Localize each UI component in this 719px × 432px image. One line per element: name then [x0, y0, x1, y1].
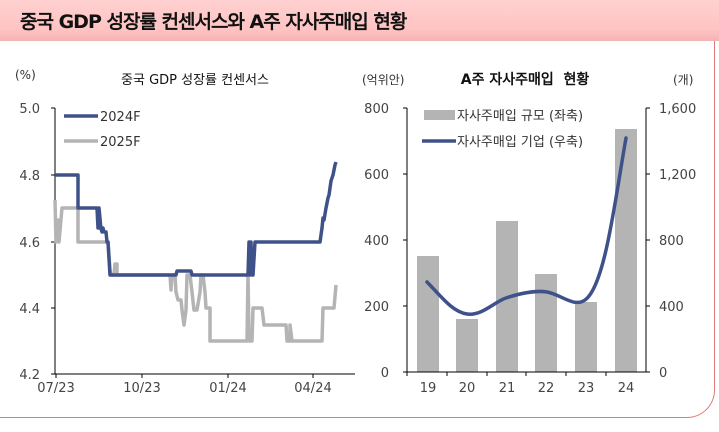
- svg-text:24: 24: [618, 381, 635, 396]
- svg-text:1,600: 1,600: [659, 102, 696, 117]
- right-chart-title: A주 자사주매입 현황: [461, 71, 590, 88]
- right-x-axis: [406, 371, 646, 376]
- svg-text:23: 23: [578, 381, 595, 396]
- svg-text:400: 400: [364, 234, 389, 249]
- svg-text:200: 200: [364, 300, 389, 315]
- left-x-tick-labels: 07/23 10/23 01/24 04/24: [37, 381, 331, 396]
- legend-label-volume: 자사주매입 규모 (좌축): [457, 109, 583, 124]
- right-right-y-tick-labels: 1,600 1,200 800 400 0: [659, 102, 696, 381]
- right-chart-right-unit: (개): [673, 73, 693, 87]
- svg-text:10/23: 10/23: [123, 381, 160, 396]
- buyback-chart: (억위안) A주 자사주매입 현황 (개) 800: [362, 71, 696, 396]
- right-chart-legend: 자사주매입 규모 (좌축) 자사주매입 기업 (우축): [422, 109, 583, 150]
- legend-swatch-volume: [424, 110, 455, 120]
- left-y-tick-labels: 5.0 4.8 4.6 4.4 4.2: [19, 102, 40, 383]
- svg-text:4.8: 4.8: [19, 169, 40, 184]
- svg-text:19: 19: [420, 381, 437, 396]
- svg-text:07/23: 07/23: [37, 381, 74, 396]
- svg-text:0: 0: [381, 366, 389, 381]
- bar-23: [575, 302, 597, 372]
- left-chart-unit: (%): [15, 68, 36, 82]
- svg-text:01/24: 01/24: [209, 381, 246, 396]
- svg-text:21: 21: [499, 381, 516, 396]
- bar-24: [615, 129, 637, 372]
- page-title: 중국 GDP 성장률 컨센서스와 A주 자사주매입 현황: [20, 11, 407, 33]
- content-frame: [0, 41, 715, 418]
- svg-text:400: 400: [659, 300, 684, 315]
- buyback-volume-bars: [417, 129, 637, 372]
- right-right-y-axis: [645, 107, 650, 373]
- legend-label-2025f: 2025F: [100, 135, 141, 150]
- svg-text:800: 800: [659, 234, 684, 249]
- right-left-y-tick-labels: 800 600 400 200 0: [364, 102, 389, 381]
- left-x-axis: [55, 373, 355, 378]
- left-chart-title: 중국 GDP 성장률 컨센서스: [121, 73, 269, 88]
- series-2024f-line: [55, 161, 338, 277]
- svg-text:04/24: 04/24: [294, 381, 331, 396]
- legend-label-companies: 자사주매입 기업 (우축): [457, 135, 583, 150]
- bar-20: [456, 319, 478, 372]
- buyback-companies-line: [425, 136, 628, 316]
- right-chart-left-unit: (억위안): [362, 73, 404, 87]
- svg-text:600: 600: [364, 168, 389, 183]
- svg-text:4.4: 4.4: [19, 302, 40, 317]
- svg-text:22: 22: [538, 381, 555, 396]
- left-chart-legend: 2024F 2025F: [64, 110, 141, 150]
- bar-22: [535, 274, 557, 372]
- svg-text:20: 20: [459, 381, 476, 396]
- svg-text:4.6: 4.6: [19, 236, 40, 251]
- svg-text:1,200: 1,200: [659, 168, 696, 183]
- bar-19: [417, 256, 439, 372]
- right-left-y-axis: [403, 107, 408, 373]
- header-banner: 중국 GDP 성장률 컨센서스와 A주 자사주매입 현황: [0, 0, 719, 41]
- svg-text:5.0: 5.0: [19, 102, 40, 117]
- gdp-consensus-chart: (%) 중국 GDP 성장률 컨센서스 5.0 4.8 4.6 4.4 4.2 …: [15, 68, 355, 396]
- legend-label-2024f: 2024F: [100, 110, 141, 125]
- right-x-tick-labels: 19 20 21 22 23 24: [420, 381, 635, 396]
- svg-text:800: 800: [364, 102, 389, 117]
- svg-text:0: 0: [659, 366, 667, 381]
- svg-text:4.2: 4.2: [19, 368, 40, 383]
